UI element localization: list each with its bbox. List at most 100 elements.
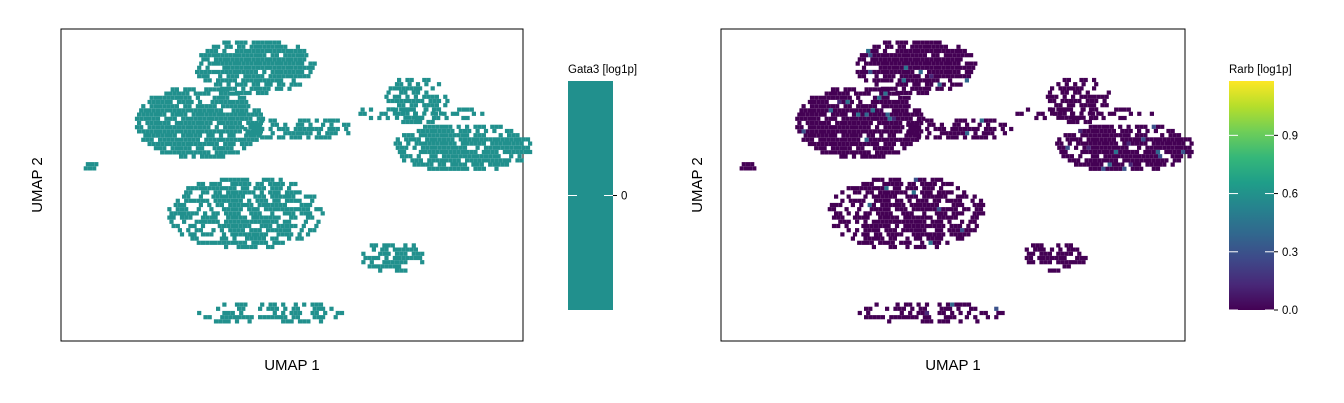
cell-point — [866, 150, 871, 155]
cell-point — [966, 310, 972, 316]
cell-point — [920, 310, 925, 316]
cell-point — [454, 145, 459, 150]
cell-point — [169, 211, 174, 216]
cell-point — [312, 306, 317, 311]
cell-point — [504, 137, 510, 142]
cell-point — [932, 181, 937, 187]
cell-point — [928, 223, 933, 229]
cell-point — [883, 141, 888, 147]
cell-point — [401, 247, 406, 252]
cell-point — [928, 207, 933, 212]
cell-point — [405, 111, 410, 116]
cell-point — [471, 154, 476, 159]
cell-point — [521, 145, 526, 150]
cell-point — [139, 116, 144, 121]
cell-point — [263, 232, 269, 237]
cell-point — [1183, 145, 1188, 150]
cell-point — [228, 194, 233, 199]
cell-point — [188, 232, 193, 237]
cell-point — [1139, 158, 1144, 163]
cell-point — [862, 108, 867, 113]
cell-point — [429, 128, 434, 134]
cell-point — [910, 137, 915, 142]
cell-point — [287, 86, 292, 91]
cell-point — [838, 202, 843, 208]
cell-point — [306, 65, 311, 70]
cell-point — [170, 87, 175, 92]
cell-point — [848, 198, 853, 203]
cell-point — [170, 104, 175, 109]
cell-point — [861, 223, 866, 229]
cell-point — [212, 137, 217, 142]
cell-point — [404, 154, 409, 159]
cell-point — [179, 95, 184, 100]
cell-point — [160, 141, 165, 147]
cell-point — [882, 74, 888, 79]
cell-point — [216, 137, 221, 142]
cell-point — [465, 133, 470, 138]
cell-point — [845, 116, 850, 121]
cell-point — [291, 69, 296, 75]
cell-point — [1114, 107, 1119, 112]
cell-point — [830, 95, 836, 100]
cell-point — [490, 141, 495, 146]
cell-point — [308, 228, 313, 233]
cell-point — [962, 74, 967, 79]
cell-point — [255, 198, 260, 203]
cell-point — [289, 57, 294, 62]
cell-point — [962, 118, 968, 123]
cell-point — [1031, 243, 1036, 248]
cell-point — [864, 112, 869, 117]
cell-point — [404, 137, 409, 142]
cell-point — [843, 95, 848, 100]
cell-point — [502, 149, 507, 155]
cell-point — [191, 120, 196, 126]
cell-point — [216, 95, 221, 100]
cell-point — [194, 228, 199, 233]
cell-point — [167, 215, 172, 220]
cell-point — [206, 133, 211, 138]
cell-point — [399, 251, 404, 256]
cell-point — [1124, 137, 1129, 142]
cell-point — [1118, 124, 1123, 129]
cell-point — [204, 104, 209, 109]
cell-point — [238, 223, 243, 229]
cell-point — [266, 306, 271, 311]
cell-point — [1134, 158, 1140, 163]
cell-point — [858, 125, 863, 130]
cell-point — [262, 44, 267, 49]
cell-point — [145, 112, 150, 117]
cell-point — [220, 78, 225, 83]
cell-point — [297, 65, 303, 70]
cell-point — [893, 86, 898, 91]
cell-point — [910, 44, 915, 49]
cell-point — [889, 146, 894, 151]
cell-point — [247, 190, 252, 195]
cell-point — [270, 306, 275, 311]
cell-point — [235, 116, 240, 121]
cell-point — [408, 137, 413, 142]
cell-point — [270, 228, 275, 233]
cell-point — [897, 306, 902, 311]
cell-point — [200, 223, 206, 229]
cell-point — [413, 247, 418, 252]
cell-point — [430, 119, 435, 125]
cell-point — [820, 133, 825, 138]
cell-point — [1151, 149, 1156, 155]
cell-point — [405, 86, 410, 91]
cell-point — [858, 150, 863, 155]
cell-point — [483, 154, 489, 159]
cell-point — [1019, 111, 1024, 116]
cell-point — [1155, 158, 1161, 163]
cell-point — [406, 133, 411, 138]
cell-point — [851, 112, 857, 117]
cell-point — [812, 116, 817, 121]
cell-point — [1174, 145, 1179, 150]
cell-point — [910, 131, 915, 136]
cell-point — [460, 149, 465, 155]
cell-point — [242, 232, 248, 237]
cell-point — [149, 112, 154, 117]
cell-point — [218, 91, 224, 96]
cell-point — [814, 146, 819, 151]
cell-point — [519, 149, 524, 155]
